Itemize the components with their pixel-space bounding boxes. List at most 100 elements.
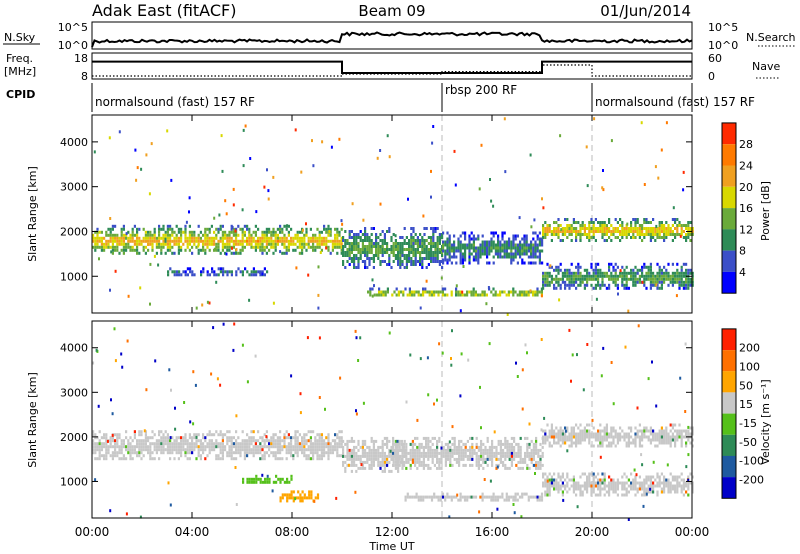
heatmap-cell	[131, 445, 134, 449]
heatmap-cell	[410, 239, 413, 242]
heatmap-cell	[305, 248, 308, 252]
colorbar-segment	[722, 455, 736, 478]
heatmap-cell	[452, 495, 456, 499]
heatmap-cell	[182, 270, 185, 274]
heatmap-cell	[175, 436, 178, 440]
heatmap-cell	[495, 448, 498, 452]
heatmap-cell	[455, 249, 458, 253]
heatmap-cell	[184, 236, 187, 240]
heatmap-cell	[510, 246, 513, 250]
heatmap-cell	[497, 240, 500, 244]
heatmap-cell	[264, 477, 267, 481]
heatmap-cell	[265, 239, 268, 243]
heatmap-cell	[344, 245, 347, 248]
heatmap-cell	[588, 484, 591, 488]
heatmap-cell	[532, 231, 535, 235]
colorbar-segment	[722, 392, 736, 414]
heatmap-cell	[506, 451, 509, 455]
heatmap-cell	[233, 322, 236, 326]
heatmap-cell	[388, 254, 391, 257]
heatmap-cell	[105, 245, 108, 249]
heatmap-cell	[466, 243, 469, 247]
heatmap-cell	[377, 245, 380, 248]
heatmap-cell	[419, 263, 422, 266]
heatmap-cell	[507, 293, 510, 297]
heatmap-cell	[144, 230, 147, 234]
heatmap-cell	[486, 252, 489, 256]
heatmap-cell	[612, 233, 615, 236]
heatmap-cell	[226, 242, 229, 246]
heatmap-cell	[536, 255, 539, 259]
heatmap-cell	[685, 432, 688, 436]
heatmap-cell	[191, 251, 194, 255]
heatmap-cell	[555, 268, 558, 272]
heatmap-cell	[579, 265, 582, 269]
colorbar-frame	[721, 122, 737, 294]
heatmap-cell	[544, 280, 547, 284]
heatmap-cell	[486, 240, 489, 244]
heatmap-cell	[537, 460, 540, 464]
heatmap-cell	[248, 436, 251, 440]
heatmap-cell	[228, 248, 231, 252]
heatmap-cell	[243, 245, 246, 249]
heatmap-cell	[94, 242, 97, 246]
heatmap-cell	[164, 251, 167, 255]
heatmap-cell	[285, 236, 288, 240]
heatmap-cell	[575, 271, 578, 275]
heatmap-cell	[550, 239, 553, 242]
heatmap-cell	[518, 293, 521, 297]
heatmap-cell	[472, 234, 475, 238]
heatmap-cell	[131, 248, 134, 252]
heatmap-cell	[252, 445, 255, 449]
heatmap-cell	[309, 442, 312, 446]
heatmap-cell	[674, 218, 677, 221]
heatmap-cell	[448, 243, 451, 247]
heatmap-cell	[419, 233, 422, 236]
heatmap-cell	[658, 429, 661, 433]
colorbar-segment	[722, 371, 736, 393]
noise-left-tick-top: 10^5	[58, 21, 88, 34]
heatmap-cell	[532, 261, 535, 265]
heatmap-cell	[416, 457, 419, 461]
heatmap-cell	[370, 239, 373, 242]
heatmap-cell	[647, 490, 650, 494]
heatmap-cell	[519, 240, 522, 244]
heatmap-cell	[483, 240, 486, 244]
heatmap-cell	[403, 248, 406, 251]
heatmap-cell	[350, 257, 353, 260]
heatmap-cell	[206, 433, 209, 437]
heatmap-cell	[405, 263, 408, 266]
heatmap-cell	[488, 246, 491, 250]
heatmap-cell	[652, 481, 655, 485]
heatmap-cell	[389, 449, 392, 453]
heatmap-cell	[122, 457, 125, 461]
heatmap-cell	[482, 457, 485, 461]
heatmap-cell	[483, 249, 486, 253]
heatmap-cell	[497, 234, 500, 238]
heatmap-cell	[239, 270, 242, 274]
heatmap-cell	[575, 481, 578, 485]
heatmap-cell	[557, 475, 560, 479]
heatmap-cell	[590, 262, 593, 266]
heatmap-cell	[532, 457, 535, 461]
heatmap-cell	[344, 254, 347, 257]
heatmap-cell	[399, 248, 402, 251]
heatmap-cell	[601, 233, 604, 236]
heatmap-cell	[248, 477, 251, 481]
heatmap-cell	[355, 445, 358, 449]
heatmap-cell	[627, 230, 630, 233]
heatmap-cell	[162, 242, 165, 246]
heatmap-cell	[370, 436, 373, 440]
heatmap-cell	[438, 451, 441, 455]
heatmap-cell	[175, 439, 178, 443]
heatmap-cell	[285, 245, 288, 249]
heatmap-cell	[272, 436, 275, 440]
heatmap-cell	[166, 436, 169, 440]
heatmap-cell	[538, 498, 541, 502]
heatmap-cell	[558, 298, 561, 302]
heatmap-cell	[409, 451, 412, 455]
heatmap-cell	[523, 234, 526, 238]
heatmap-cell	[597, 429, 600, 433]
heatmap-cell	[144, 448, 147, 452]
heatmap-cell	[230, 251, 233, 255]
